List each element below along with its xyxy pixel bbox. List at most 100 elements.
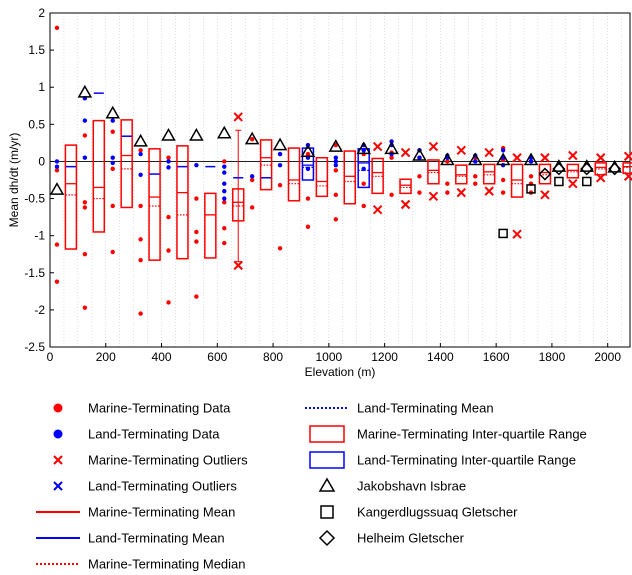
marine-outlier	[623, 151, 632, 161]
grid-lines	[63, 13, 622, 347]
marine-iqr-box	[315, 156, 329, 198]
marine-outlier	[233, 112, 243, 122]
marine-data-point	[166, 248, 171, 253]
marine-iqr-box	[176, 145, 189, 260]
marine-data-point	[333, 168, 339, 173]
marine-outlier-stroke	[512, 229, 522, 239]
marine-data-point	[138, 148, 143, 153]
y-tick-label: 1.5	[28, 43, 45, 57]
land-data-point	[333, 162, 339, 168]
jakobshavn-marker	[244, 131, 260, 145]
land-data-point	[305, 166, 311, 172]
marine-outlier-stroke	[428, 191, 439, 202]
land-data-point	[110, 118, 115, 123]
jakobshavn-marker	[133, 133, 148, 147]
jakobshavn-marker	[300, 144, 316, 158]
helheim-marker	[552, 162, 566, 176]
marine-data-point	[389, 192, 394, 198]
marine-iqr-legend-symbol	[309, 425, 345, 443]
land-data-point	[166, 165, 171, 170]
marine-data-point	[249, 177, 255, 183]
land-data-point	[473, 159, 478, 164]
reference-glaciers	[49, 84, 622, 239]
legend: Marine-Terminating Data Land-Terminating …	[36, 401, 587, 572]
land-data-point	[277, 151, 283, 157]
marine-outlier-stroke	[623, 151, 632, 161]
marine-data-point	[194, 239, 199, 244]
marine-data-point	[110, 129, 115, 134]
marine-outlier	[484, 147, 494, 158]
marine-data-point	[166, 155, 171, 160]
marine-outlier	[596, 153, 606, 163]
marine-data-point	[500, 190, 506, 195]
marine-data-point	[361, 181, 366, 186]
jakobshavn-marker	[272, 137, 288, 151]
marine-outlier-stroke	[400, 147, 411, 158]
marine-outlier-stroke	[400, 199, 411, 210]
land-data-point	[249, 174, 255, 179]
x-tick-label: 1200	[371, 350, 398, 364]
y-tick-label: -2.5	[24, 340, 45, 354]
kangerdlugssuaq-marker	[582, 176, 592, 187]
y-tick-label: -2	[34, 303, 45, 317]
x-tick-label: 1800	[539, 350, 566, 364]
marine-outlier-stroke	[456, 145, 467, 156]
marine-outlier	[568, 179, 578, 189]
marine-data-point	[473, 181, 478, 186]
land-data-point	[222, 181, 227, 186]
marine-data-point	[138, 237, 143, 242]
marine-data-point	[249, 136, 255, 142]
marine-outlier-stroke	[540, 190, 550, 200]
marine-data-point	[110, 249, 115, 255]
land-data-point	[277, 162, 283, 168]
legend-label-kangerdlugssuaq: Kangerdlugssuaq Gletscher	[357, 505, 518, 520]
kangerdlugssuaq-marker	[498, 228, 508, 239]
legend-item-marine-mean: Marine-Terminating Mean	[36, 505, 235, 520]
marine-outlier	[372, 204, 383, 215]
plot-area-frame	[49, 12, 631, 348]
land-data-point	[110, 155, 115, 160]
jakobshavn-marker	[189, 127, 204, 141]
jakobshavn-marker	[216, 125, 232, 139]
land-data-point	[222, 170, 227, 175]
land-iqr-box	[301, 147, 315, 181]
land-data-point	[82, 118, 88, 123]
marine-iqr-box	[399, 178, 412, 195]
marine-iqr-box	[204, 192, 217, 259]
legend-item-land-data: Land-Terminating Data	[53, 427, 220, 442]
marine-outlier	[596, 173, 606, 183]
legend-item-kangerdlugssuaq: Kangerdlugssuaq Gletscher	[320, 505, 518, 520]
legend-label-land-mean: Land-Terminating Mean	[88, 531, 225, 546]
land-data-legend-symbol	[53, 429, 63, 439]
legend-item-land-mean: Land-Terminating Mean	[36, 531, 225, 546]
marine-iqr-box	[148, 148, 161, 261]
jakobshavn-marker	[161, 127, 176, 141]
marine-outlier-stroke	[484, 147, 494, 158]
marine-data-point	[445, 190, 450, 195]
legend-label-land-iqr: Land-Terminating Inter-quartile Range	[357, 453, 576, 468]
y-tick-label: 2	[38, 6, 45, 20]
marine-data-point	[54, 279, 60, 284]
land-outliers-legend-symbol-stroke	[53, 481, 63, 491]
marine-data-point	[361, 203, 366, 209]
legend-item-helheim: Helheim Gletscher	[318, 529, 465, 547]
jakobshavn-marker	[440, 152, 455, 166]
marine-outlier	[400, 147, 411, 158]
y-tick-label: 0	[38, 154, 45, 168]
marine-iqr-box	[287, 147, 301, 202]
land-data-point	[417, 155, 422, 160]
land-data-point	[333, 159, 339, 164]
marine-data-point	[500, 177, 506, 183]
x-tick-label: 600	[207, 350, 227, 364]
x-axis-title: Elevation (m)	[305, 365, 376, 379]
jakobshavn-marker	[105, 105, 121, 119]
legend-item-marine-data: Marine-Terminating Data	[53, 401, 231, 416]
marine-data-point	[222, 159, 227, 164]
legend-label-marine-outliers: Marine-Terminating Outliers	[88, 453, 248, 468]
y-tick-label: -1	[34, 229, 45, 243]
marine-outlier	[540, 153, 550, 163]
marine-outlier-stroke	[428, 141, 439, 152]
x-axis-ticks: 0 200 400 600 800 1000 1200 1400 1600 1800 2000	[47, 343, 621, 364]
marine-outlier	[400, 199, 411, 210]
